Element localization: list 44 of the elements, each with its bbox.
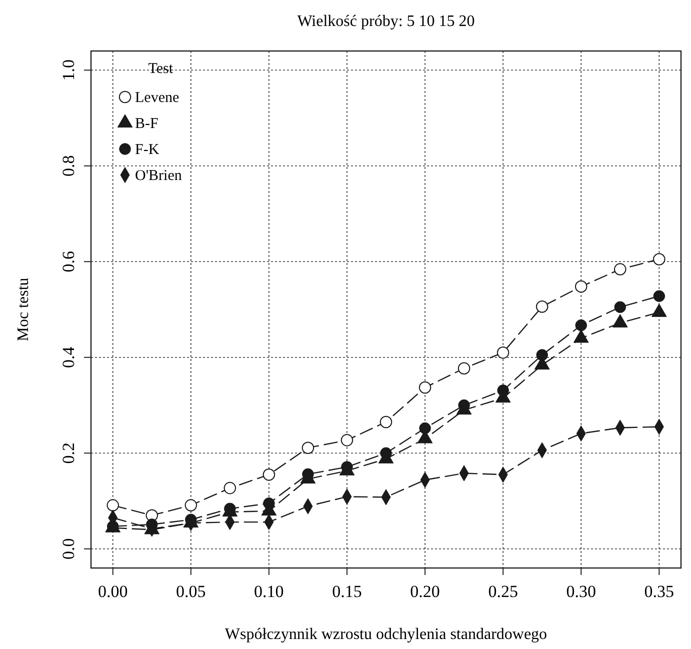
x-tick-label: 0.30 [566,582,596,601]
point [575,319,587,332]
x-tick-label: 0.25 [488,582,518,601]
point [458,362,470,375]
point [340,434,354,446]
y-tick-label: 1.0 [59,60,78,81]
legend-label: O'Brien [135,168,182,184]
point [614,263,626,276]
x-tick-label: 0.35 [644,582,674,601]
y-axis-title: Moc testu [15,278,32,342]
legend-title: Test [148,61,174,77]
point [302,442,314,454]
y-tick-label: 0.8 [59,155,78,177]
point [380,447,392,459]
x-tick-label: 0.10 [254,582,284,601]
point [653,253,666,266]
point [380,416,392,428]
y-tick-label: 0.0 [59,538,78,560]
point [496,346,510,359]
x-tick-label: 0.05 [176,582,206,601]
point [263,497,275,510]
point [224,482,236,494]
x-tick-label: 0.00 [98,582,128,601]
point [614,301,626,313]
point [497,384,509,396]
legend-label: Levene [135,90,180,106]
y-tick-label: 0.6 [59,251,78,272]
y-tick-label: 0.4 [59,346,78,368]
x-tick-label: 0.15 [332,582,362,601]
point [536,300,548,313]
legend-label: B-F [135,116,158,132]
x-tick-label: 0.20 [410,582,440,601]
point [574,280,588,293]
x-axis-title: Współczynnik wzrostu odchylenia standardowego [224,626,548,643]
point [418,381,432,394]
point [106,499,119,512]
legend-label: F-K [135,142,160,158]
point [262,468,276,481]
point [536,349,548,361]
point [653,290,666,302]
chart-title: Wielkość próby: 5 10 15 20 [297,13,475,30]
point [419,422,431,434]
y-tick-label: 0.2 [59,442,78,464]
point [184,499,198,512]
